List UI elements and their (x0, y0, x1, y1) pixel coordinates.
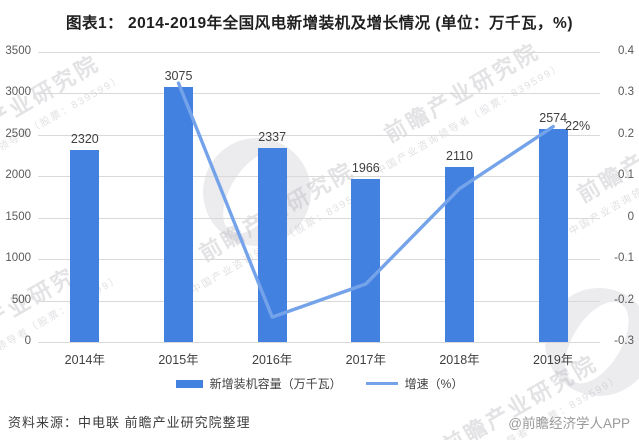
bar-value-label: 1966 (351, 161, 380, 176)
legend-item-growth-rate: 增速（%） (365, 375, 464, 392)
right-axis-tick: 0 (627, 210, 634, 223)
right-axis-tick: -0.1 (614, 252, 634, 265)
chart-footer: 资料来源：中电联 前瞻产业研究院整理 @前瞻经济学人APP (0, 409, 639, 433)
legend-item-installed-capacity: 新增装机容量（万千瓦） (175, 375, 342, 392)
bar-2015年 (164, 87, 193, 342)
x-axis-label: 2014年 (64, 353, 105, 367)
gridline (38, 93, 600, 95)
chart-legend: 新增装机容量（万千瓦） 增速（%） (0, 375, 639, 392)
bar-2014年 (70, 149, 100, 342)
left-axis-tick: 2500 (5, 127, 31, 140)
right-axis-tick: 0.4 (618, 45, 634, 57)
data-source-text: 资料来源：中电联 前瞻产业研究院整理 (8, 415, 251, 430)
left-axis-tick: 500 (11, 293, 31, 306)
x-axis-label: 2018年 (439, 353, 480, 367)
right-axis-tick: 0.2 (618, 127, 634, 140)
gridline (38, 217, 600, 219)
credit-text: @前瞻经济学人APP (508, 416, 630, 431)
right-axis-tick: -0.3 (614, 335, 634, 347)
left-axis-tick: 0 (24, 335, 31, 347)
x-axis-label: 2017年 (345, 353, 386, 367)
right-axis-tick: -0.2 (614, 293, 634, 306)
bar-value-label: 2110 (446, 149, 473, 164)
right-axis-ticks: 0.4 0.3 0.2 0.1 0 -0.1 -0.2 -0.3 (604, 45, 634, 347)
plot-area: 2320 3075 2337 1966 2110 2574 22% (38, 52, 600, 343)
legend-label: 新增装机容量（万千瓦） (209, 377, 342, 391)
x-axis-label: 2015年 (158, 353, 199, 367)
growth-rate-line (176, 81, 555, 319)
left-axis-tick: 1000 (5, 252, 31, 265)
x-axis-label: 2019年 (533, 353, 574, 367)
gridline (38, 259, 600, 261)
line-series-swatch-icon (365, 382, 398, 385)
gridline (38, 52, 600, 53)
legend-label: 增速（%） (404, 377, 464, 391)
gridline (38, 134, 600, 136)
left-axis-tick: 3000 (5, 86, 31, 99)
left-axis-ticks: 3500 3000 2500 2000 1500 1000 500 0 (0, 45, 31, 347)
right-axis-tick: 0.3 (618, 86, 634, 99)
bar-value-label: 2320 (70, 131, 99, 146)
bar-value-label: 2574 (539, 110, 568, 125)
bar-2017年 (351, 179, 381, 342)
x-axis-label: 2016年 (252, 353, 293, 367)
bar-value-label: 3075 (164, 69, 193, 84)
right-axis-tick: 0.1 (618, 169, 634, 182)
bar-series-swatch-icon (175, 379, 203, 388)
line-point-label: 22% (565, 118, 591, 133)
left-axis-tick: 3500 (5, 45, 31, 57)
gridline (38, 176, 600, 178)
chart-title: 图表1： 2014-2019年全国风电新增装机及增长情况 (单位：万千瓦，%) (66, 15, 573, 32)
x-axis-labels: 2014年 2015年 2016年 2017年 2018年 2019年 (38, 349, 600, 367)
left-axis-tick: 2000 (5, 169, 31, 182)
left-axis-tick: 1500 (5, 210, 31, 223)
gridline (38, 342, 600, 343)
